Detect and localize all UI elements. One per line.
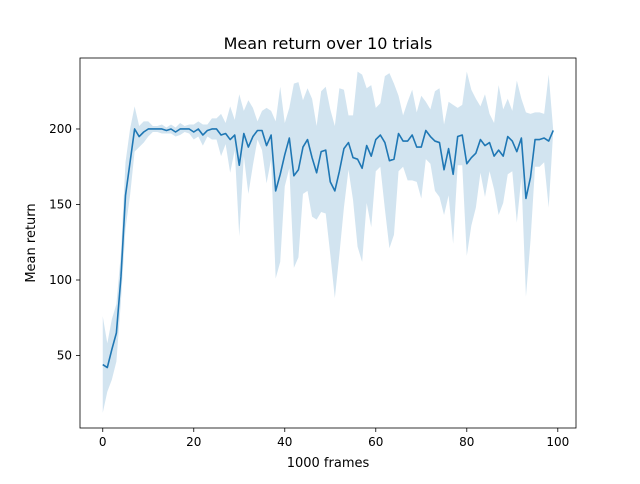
x-tick-label: 40 <box>277 435 292 449</box>
mean-line-0 <box>102 128 554 369</box>
y-axis: 50 100 150 200 <box>49 122 80 363</box>
x-tick-label: 80 <box>459 435 474 449</box>
x-tick-label: 0 <box>99 435 107 449</box>
plot-area <box>102 71 554 413</box>
x-axis: 0 20 40 60 80 100 <box>99 428 569 449</box>
x-tick-label: 20 <box>186 435 201 449</box>
y-tick-label: 150 <box>49 197 72 211</box>
x-tick-label: 100 <box>546 435 569 449</box>
x-tick-label: 60 <box>368 435 383 449</box>
y-axis-label: Mean return <box>24 203 39 282</box>
chart-title: Mean return over 10 trials <box>224 34 433 53</box>
y-tick-label: 200 <box>49 122 72 136</box>
y-tick-label: 100 <box>49 273 72 287</box>
std-band-0 <box>102 71 554 413</box>
y-tick-label: 50 <box>57 349 72 363</box>
axes-frame <box>79 57 577 429</box>
x-axis-label: 1000 frames <box>287 456 370 471</box>
